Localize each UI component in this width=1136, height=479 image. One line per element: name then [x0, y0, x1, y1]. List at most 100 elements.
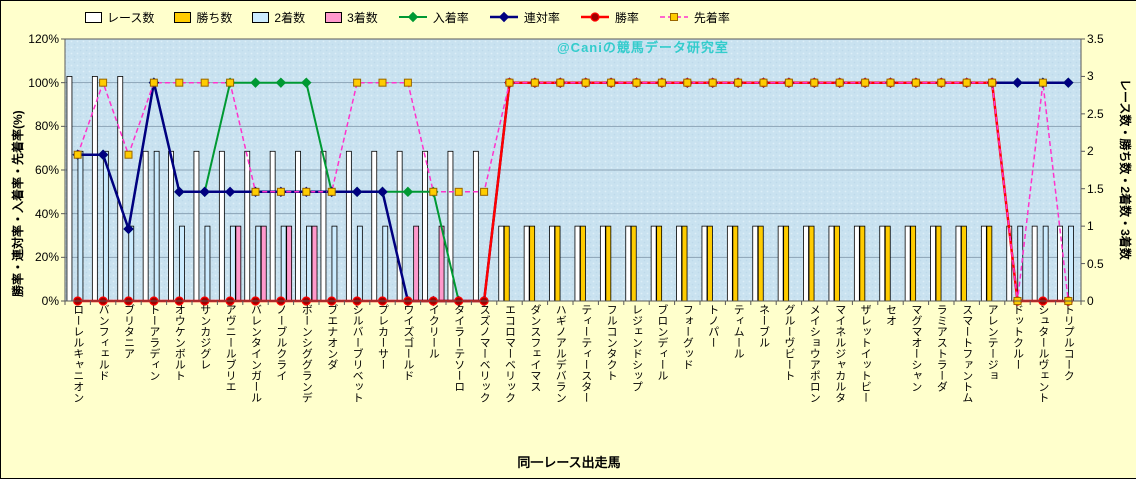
- right-axis-tick-label: 0.5: [1087, 256, 1104, 271]
- legend-swatch-win-rate: [580, 12, 609, 22]
- left-axis-tick-label: 120%: [28, 32, 59, 46]
- bar-wins: [910, 225, 917, 302]
- right-axis-tick-label: 1: [1087, 219, 1094, 234]
- bar-races: [599, 225, 606, 302]
- category-label: バンフィェルド: [97, 304, 110, 381]
- bar-races: [904, 225, 911, 302]
- legend-label: 3着数: [347, 10, 378, 25]
- bar-races: [523, 225, 530, 302]
- bar-seconds: [179, 225, 185, 302]
- bar-races: [66, 76, 73, 302]
- category-label: バレンタインガール: [249, 304, 262, 403]
- left-axis-tick-label: 0%: [41, 294, 59, 308]
- plot-border: [64, 38, 1082, 302]
- category-label: スズノマーベリック: [478, 304, 491, 403]
- bar-seconds: [128, 225, 135, 302]
- bar-seconds: [1042, 225, 1049, 302]
- legend-label: 勝ち数: [196, 10, 233, 25]
- legend-label: 先着率: [693, 10, 730, 25]
- legend-swatch-top2-rate: [489, 11, 518, 23]
- legend-label: 連対率: [523, 10, 560, 25]
- category-label: ハギノアルデバラン: [554, 304, 567, 403]
- bar-wins: [580, 225, 586, 302]
- category-label: セオ: [884, 304, 897, 326]
- x-axis-title: 同一レース出走馬: [517, 455, 621, 470]
- left-axis-title: 勝率・連対率・入着率・先着率(%): [11, 110, 25, 297]
- bar-races: [828, 225, 835, 302]
- legend-swatch-ahead-rate: [659, 13, 688, 21]
- bar-races: [422, 150, 428, 302]
- category-label: マイネルジャカルタ: [833, 304, 846, 403]
- bar-wins: [757, 225, 764, 302]
- category-label: ローレルキャニオン: [71, 304, 84, 403]
- category-label: メイショウアポロン: [808, 304, 821, 403]
- category-label: オウケンボルト: [173, 304, 186, 381]
- bar-seconds: [153, 150, 160, 302]
- category-label: ドットクルー: [1011, 304, 1024, 370]
- category-label: マグマオーシャン: [909, 304, 922, 392]
- bar-thirds: [286, 225, 293, 302]
- bar-wins: [554, 225, 561, 302]
- legend-item-top2-rate: 連対率: [489, 9, 560, 26]
- bar-races: [549, 225, 555, 302]
- legend-swatch-top3-rate: [398, 11, 427, 23]
- bar-wins: [808, 225, 815, 302]
- category-label: フルコンタクト: [605, 304, 618, 381]
- bar-thirds: [413, 225, 420, 302]
- bar-seconds: [306, 225, 312, 302]
- category-label: ノーブルクライ: [274, 304, 287, 381]
- legend-item-races: レース数: [85, 9, 154, 26]
- bar-races: [777, 225, 784, 302]
- category-label: ティーティースター: [579, 304, 592, 403]
- category-label: トーアラディン: [147, 304, 160, 381]
- category-label: フォーグッド: [681, 304, 694, 370]
- bar-races: [650, 225, 657, 302]
- bar-races: [472, 150, 479, 302]
- legend-swatch-seconds: [252, 11, 270, 23]
- bar-wins: [732, 225, 739, 302]
- category-label: プレカーサー: [376, 304, 389, 370]
- category-label: ブエナオンダ: [325, 304, 338, 370]
- legend-item-wins: 勝ち数: [174, 9, 232, 26]
- bar-races: [91, 76, 98, 302]
- legend-item-ahead-rate: 先着率: [659, 9, 730, 26]
- bar-races: [1031, 225, 1038, 302]
- bar-races: [726, 225, 733, 302]
- category-label: トリプルコーク: [1062, 304, 1075, 381]
- bar-seconds: [229, 225, 236, 302]
- category-label: トノパー: [706, 304, 719, 348]
- category-label: シルバーブリベット: [351, 304, 364, 403]
- left-axis-tick-label: 60%: [34, 163, 59, 177]
- bar-races: [955, 225, 962, 302]
- left-axis-tick-label: 100%: [28, 75, 59, 90]
- bar-wins: [884, 225, 891, 302]
- bar-wins: [681, 225, 688, 302]
- legend-item-thirds: 3着数: [325, 9, 378, 26]
- left-axis-tick-label: 40%: [34, 206, 59, 221]
- bar-races: [701, 225, 708, 302]
- left-axis-tick-label: 80%: [34, 119, 59, 134]
- bar-wins: [707, 225, 713, 302]
- bar-seconds: [255, 225, 262, 302]
- category-label: イクリール: [427, 304, 440, 359]
- category-label: ティムール: [732, 304, 745, 359]
- bar-races: [498, 225, 505, 302]
- category-label: アレンテージョ: [986, 304, 999, 381]
- legend-label: レース数: [107, 10, 155, 25]
- legend-item-win-rate: 勝率: [580, 9, 639, 26]
- line-ahead-rate: [76, 80, 1070, 302]
- right-axis-tick-label: 3: [1087, 69, 1094, 84]
- category-label: タイラーテソーロ: [452, 304, 465, 392]
- watermark-text: @Caniの競馬データ研究室: [557, 40, 729, 55]
- bar-races: [853, 225, 860, 302]
- bar-races: [295, 150, 301, 302]
- bar-races: [676, 225, 682, 302]
- legend-label: 2着数: [274, 10, 306, 25]
- bar-seconds: [280, 225, 287, 302]
- bar-wins: [529, 225, 536, 302]
- bar-seconds: [204, 225, 211, 302]
- category-label: アヴニールブリエ: [224, 304, 237, 392]
- bar-races: [752, 225, 759, 302]
